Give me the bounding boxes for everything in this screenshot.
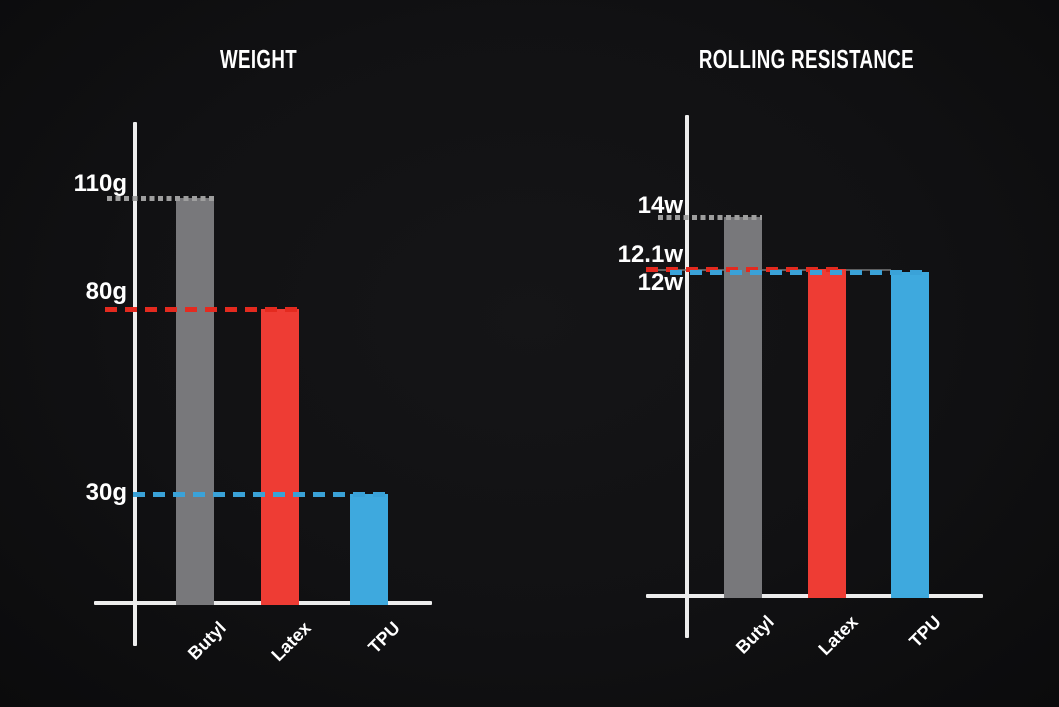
leader-line-latex xyxy=(105,307,299,312)
bar-tpu xyxy=(891,272,929,598)
leader-line-tpu xyxy=(133,492,388,497)
leader-line-latex xyxy=(646,267,846,272)
leader-line-tpu xyxy=(670,270,929,275)
bar-latex xyxy=(808,269,846,598)
chart-title-weight-text: WEIGHT xyxy=(219,44,297,74)
bar-tpu xyxy=(350,494,388,605)
bar-butyl xyxy=(176,198,214,605)
value-label-butyl: 14w xyxy=(637,192,683,219)
y-axis xyxy=(685,115,689,638)
bar-latex xyxy=(261,309,299,605)
value-label-tpu: 12w xyxy=(637,269,683,296)
leader-line-butyl xyxy=(107,196,214,201)
chart-title-weight: WEIGHT xyxy=(58,44,458,74)
chart-title-rolling-resistance-text: ROLLING RESISTANCE xyxy=(698,44,914,74)
y-axis xyxy=(133,122,137,646)
value-label-butyl: 110g xyxy=(73,170,127,197)
value-label-tpu: 30g xyxy=(85,479,127,506)
category-label-butyl: Butyl xyxy=(731,611,778,658)
chart-title-rolling-resistance: ROLLING RESISTANCE xyxy=(606,44,1006,74)
value-label-latex: 80g xyxy=(85,278,127,305)
bar-butyl xyxy=(724,217,762,598)
value-label-latex: 12.1w xyxy=(617,241,683,268)
leader-line-butyl xyxy=(658,215,762,220)
